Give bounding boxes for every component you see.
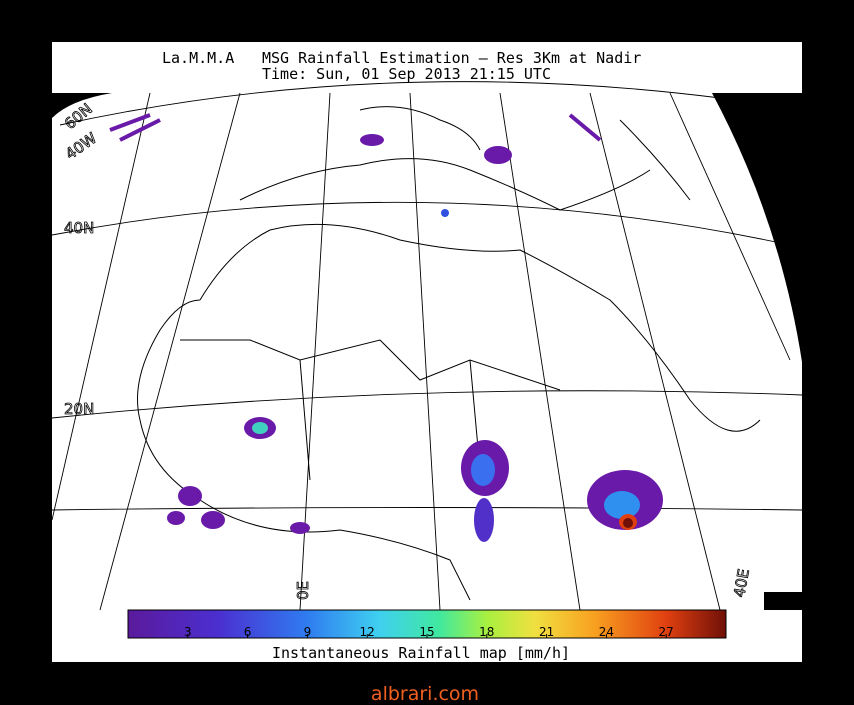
colorbar-tick-label: 6 xyxy=(244,625,252,639)
grid-label: 40N xyxy=(64,219,94,237)
space xyxy=(712,93,802,362)
space xyxy=(764,592,802,610)
graticule xyxy=(51,81,803,611)
agency: La.M.M.A xyxy=(162,49,234,67)
rainfall xyxy=(109,113,663,542)
panel xyxy=(52,42,802,662)
footer: albrari.com xyxy=(371,683,479,705)
colorbar-tick-label: 12 xyxy=(360,625,375,639)
coastline xyxy=(137,106,761,601)
grid-label: 0E xyxy=(294,581,312,600)
grid-label: 20N xyxy=(64,400,94,418)
grid-label: 40E xyxy=(730,567,753,598)
colorbar-tick-label: 24 xyxy=(599,625,614,639)
colorbar-label: Instantaneous Rainfall map [mm/h] xyxy=(272,644,570,662)
colorbar xyxy=(127,609,727,639)
map xyxy=(51,81,803,611)
colorbar-tick-label: 27 xyxy=(659,625,674,639)
title: MSG Rainfall Estimation — Res 3Km at Nad… xyxy=(262,49,641,67)
colorbar-tick-label: 18 xyxy=(479,625,494,639)
colorbar-tick-label: 3 xyxy=(184,625,192,639)
space xyxy=(52,93,112,118)
colorbar-tick-label: 15 xyxy=(419,625,434,639)
colorbar-tick-label: 9 xyxy=(304,625,312,639)
colorbar-tick-label: 21 xyxy=(539,625,554,639)
time: Time: Sun, 01 Sep 2013 21:15 UTC xyxy=(262,65,551,83)
